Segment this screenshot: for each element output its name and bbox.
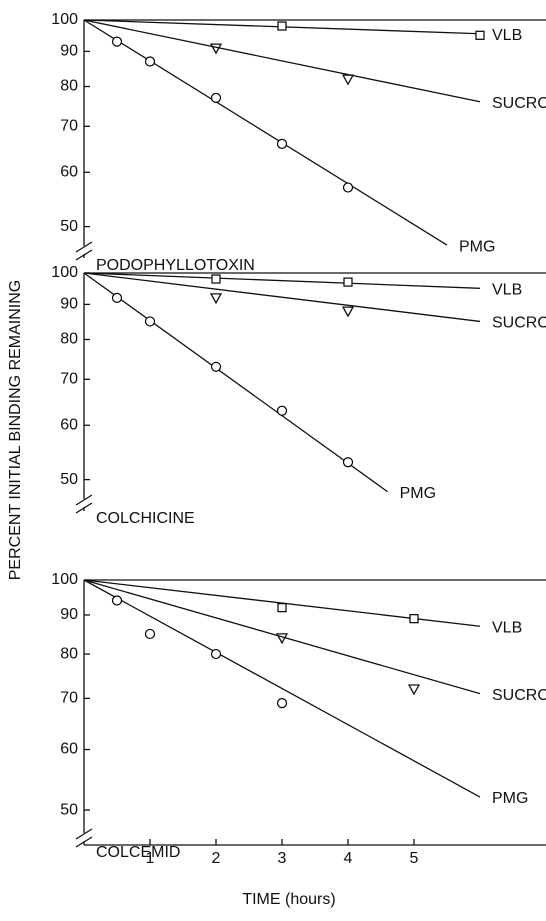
panel-label: COLCEMID [96, 844, 180, 861]
y-tick-label: 50 [60, 471, 78, 488]
x-tick-label: 4 [344, 850, 353, 867]
fit-line [83, 19, 481, 103]
series-label: SUCROSE [492, 687, 546, 704]
square-marker [343, 277, 353, 287]
y-tick-label: 50 [60, 218, 78, 235]
circle-marker [111, 595, 123, 606]
y-tick-label: 80 [60, 645, 78, 662]
triangle-marker [209, 293, 223, 305]
square-marker [409, 614, 419, 624]
circle-marker [342, 182, 354, 193]
axis-break [75, 828, 93, 848]
y-tick-label: 70 [60, 118, 78, 135]
y-tick-label: 70 [60, 690, 78, 707]
triangle-marker [275, 633, 289, 645]
y-tick-label: 60 [60, 416, 78, 433]
y-tick-label: 70 [60, 371, 78, 388]
y-tick-label: 80 [60, 331, 78, 348]
circle-marker [276, 138, 288, 149]
circle-marker [342, 457, 354, 468]
triangle-marker [341, 74, 355, 86]
series-label: VLB [492, 27, 522, 44]
circle-marker [111, 292, 123, 303]
y-tick-label: 50 [60, 801, 78, 818]
square-marker [475, 30, 485, 40]
y-tick-label: 60 [60, 163, 78, 180]
triangle-marker [341, 306, 355, 318]
y-tick-label: 60 [60, 741, 78, 758]
circle-marker [276, 698, 288, 709]
fit-line [83, 19, 448, 246]
x-tick-label: 2 [212, 850, 221, 867]
series-label: VLB [492, 282, 522, 299]
fit-line [83, 272, 481, 289]
circle-marker [144, 628, 156, 640]
y-tick-label: 90 [60, 43, 78, 60]
axis-break [75, 241, 93, 261]
y-tick-label: 90 [60, 296, 78, 313]
circle-marker [111, 36, 123, 47]
y-tick-label: 100 [51, 11, 78, 28]
x-tick-label: 3 [278, 850, 287, 867]
x-tick-label: 5 [410, 850, 419, 867]
series-label: PMG [400, 485, 436, 502]
circle-marker [144, 316, 156, 327]
panel-label: PODOPHYLLOTOXIN [96, 257, 255, 274]
circle-marker [210, 648, 222, 660]
circle-marker [210, 92, 222, 104]
square-marker [277, 21, 287, 31]
square-marker [277, 603, 287, 613]
x-axis-label: TIME (hours) [242, 891, 335, 908]
y-axis-label: PERCENT INITIAL BINDING REMAINING [7, 280, 24, 580]
axis-break [75, 494, 93, 514]
square-marker [211, 274, 221, 284]
triangle-marker [407, 684, 421, 696]
panel-label: COLCHICINE [96, 510, 195, 527]
circle-marker [276, 405, 288, 416]
series-label: VLB [492, 619, 522, 636]
x-tick-label: 1 [146, 850, 155, 867]
circle-marker [144, 56, 156, 67]
fit-line [83, 272, 481, 323]
series-label: SUCROSE [492, 315, 546, 332]
y-tick-label: 100 [51, 264, 78, 281]
y-tick-label: 80 [60, 78, 78, 95]
fit-line [83, 579, 481, 798]
y-tick-label: 100 [51, 571, 78, 588]
triangle-marker [209, 43, 223, 55]
circle-marker [210, 361, 222, 372]
series-label: SUCROSE [492, 95, 546, 112]
series-label: PMG [492, 790, 528, 807]
series-label: PMG [459, 238, 495, 255]
fit-line [83, 272, 388, 493]
fit-line [83, 579, 481, 695]
y-tick-label: 90 [60, 606, 78, 623]
